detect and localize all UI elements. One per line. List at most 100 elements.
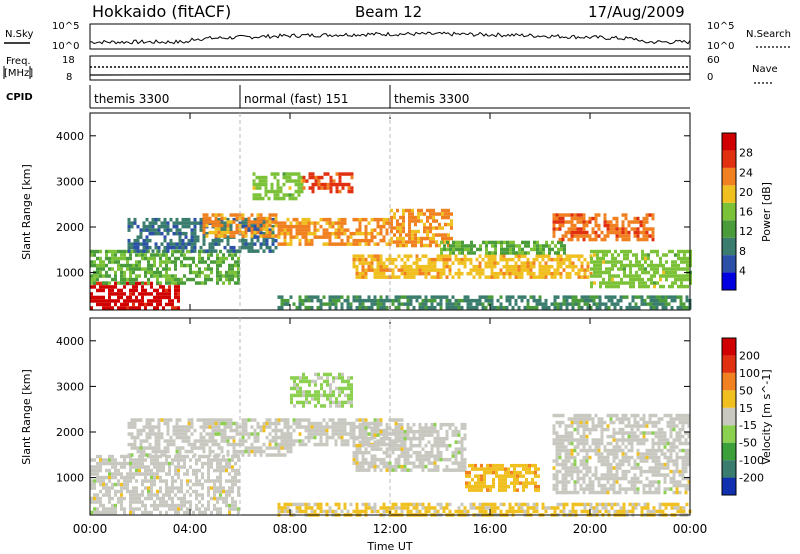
heatmap-cell bbox=[641, 281, 644, 285]
heatmap-cell bbox=[409, 271, 413, 276]
heatmap-cell bbox=[286, 231, 290, 236]
heatmap-cell bbox=[174, 458, 177, 462]
heatmap-cell bbox=[238, 425, 242, 429]
heatmap-cell bbox=[636, 441, 640, 446]
heatmap-cell bbox=[108, 500, 111, 504]
heatmap-cell bbox=[421, 454, 425, 458]
heatmap-cell bbox=[409, 426, 413, 430]
heatmap-cell bbox=[361, 457, 365, 462]
heatmap-cell bbox=[180, 489, 183, 494]
heatmap-cell bbox=[222, 489, 225, 494]
heatmap-cell bbox=[198, 270, 201, 275]
heatmap-cell bbox=[90, 306, 93, 310]
heatmap-cell bbox=[268, 213, 272, 217]
heatmap-cell bbox=[642, 230, 646, 235]
heatmap-cell bbox=[361, 257, 365, 262]
heatmap-cell bbox=[289, 425, 293, 429]
heatmap-cell bbox=[256, 220, 260, 224]
heatmap-cell bbox=[668, 284, 671, 289]
heatmap-cell bbox=[349, 425, 353, 429]
heatmap-cell bbox=[105, 482, 108, 487]
heatmap-cell bbox=[615, 413, 619, 418]
heatmap-cell bbox=[421, 302, 425, 306]
heatmap-cell bbox=[612, 230, 616, 235]
heatmap-cell bbox=[214, 453, 218, 457]
heatmap-cell bbox=[430, 422, 434, 427]
heatmap-cell bbox=[213, 503, 216, 508]
heatmap-cell bbox=[508, 271, 512, 276]
heatmap-cell bbox=[163, 453, 167, 457]
heatmap-cell bbox=[586, 264, 590, 269]
heatmap-cell bbox=[105, 285, 108, 289]
heatmap-cell bbox=[582, 445, 586, 449]
heatmap-cell bbox=[190, 242, 194, 246]
heatmap-cell bbox=[379, 302, 383, 306]
heatmap-cell bbox=[205, 220, 209, 224]
heatmap-cell bbox=[150, 489, 153, 494]
heatmap-cell bbox=[478, 261, 482, 265]
heatmap-cell bbox=[148, 432, 152, 436]
heatmap-cell bbox=[379, 422, 383, 427]
heatmap-cell bbox=[574, 271, 578, 276]
heatmap-cell bbox=[597, 476, 601, 481]
heatmap-cell bbox=[207, 263, 210, 268]
heatmap-cell bbox=[385, 450, 389, 455]
heatmap-cell bbox=[343, 442, 347, 447]
heatmap-cell bbox=[506, 251, 509, 255]
heatmap-cell bbox=[466, 295, 470, 299]
heatmap-cell bbox=[674, 274, 677, 278]
heatmap-cell bbox=[529, 271, 533, 276]
heatmap-cell bbox=[190, 446, 194, 450]
heatmap-cell bbox=[373, 235, 377, 239]
heatmap-cell bbox=[184, 435, 188, 440]
heatmap-cell bbox=[219, 277, 222, 282]
heatmap-cell bbox=[589, 298, 593, 303]
heatmap-cell bbox=[144, 256, 147, 261]
heatmap-cell bbox=[235, 442, 239, 447]
heatmap-cell bbox=[317, 372, 320, 377]
heatmap-cell bbox=[477, 488, 480, 492]
heatmap-cell bbox=[319, 432, 323, 436]
heatmap-cell bbox=[493, 271, 497, 276]
heatmap-cell bbox=[174, 256, 177, 261]
heatmap-cell bbox=[102, 263, 105, 268]
heatmap-cell bbox=[580, 268, 584, 272]
heatmap-cell bbox=[509, 251, 512, 255]
heatmap-cell bbox=[476, 247, 479, 252]
heatmap-cell bbox=[418, 422, 422, 427]
heatmap-cell bbox=[534, 463, 537, 468]
heatmap-cell bbox=[358, 429, 362, 434]
heatmap-cell bbox=[658, 295, 662, 299]
heatmap-cell bbox=[123, 263, 126, 268]
heatmap-cell bbox=[174, 493, 177, 497]
heatmap-cell bbox=[130, 453, 134, 457]
heatmap-cell bbox=[397, 298, 401, 303]
heatmap-cell bbox=[564, 480, 568, 484]
heatmap-cell bbox=[139, 446, 143, 450]
heatmap-cell bbox=[481, 271, 485, 276]
heatmap-cell bbox=[596, 249, 599, 254]
heatmap-cell bbox=[382, 461, 386, 465]
heatmap-cell bbox=[111, 496, 114, 501]
heatmap-cell bbox=[677, 267, 680, 271]
heatmap-cell bbox=[596, 253, 599, 257]
heatmap-cell bbox=[108, 489, 111, 494]
heatmap-cell bbox=[468, 474, 471, 478]
heatmap-cell bbox=[626, 281, 629, 285]
heatmap-cell bbox=[418, 450, 422, 455]
heatmap-cell bbox=[352, 461, 356, 465]
heatmap-cell bbox=[114, 493, 117, 497]
heatmap-cell bbox=[219, 270, 222, 275]
heatmap-cell bbox=[417, 240, 420, 244]
heatmap-cell bbox=[609, 462, 613, 467]
heatmap-cell bbox=[184, 242, 188, 246]
heatmap-cell bbox=[615, 438, 619, 442]
heatmap-cell bbox=[93, 295, 96, 300]
heatmap-cell bbox=[612, 434, 616, 439]
heatmap-cell bbox=[268, 216, 272, 221]
heatmap-cell bbox=[235, 216, 239, 221]
heatmap-cell bbox=[560, 244, 563, 248]
heatmap-cell bbox=[219, 489, 222, 494]
heatmap-cell bbox=[210, 465, 213, 469]
heatmap-cell bbox=[594, 230, 598, 235]
